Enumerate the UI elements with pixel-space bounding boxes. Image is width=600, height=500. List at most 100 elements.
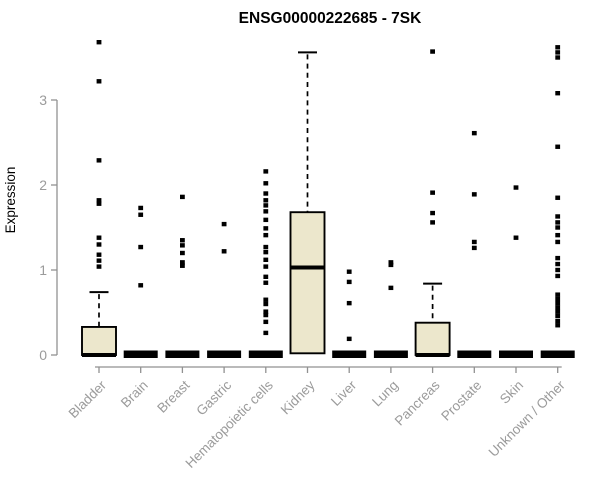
boxplot-skin-box <box>499 350 533 358</box>
boxplot-hematopoietic-cells-outlier-point <box>263 264 269 269</box>
boxplot-brain-outlier-point <box>138 244 144 250</box>
boxplot-unknown-other-outlier-point <box>555 273 561 279</box>
boxplot-unknown-other-outlier-point <box>555 144 561 149</box>
boxplot-hematopoietic-cells-outlier-point <box>263 217 269 223</box>
boxplot-unknown-other-outlier-point <box>555 267 561 273</box>
boxplot-prostate-outlier-point <box>471 192 477 197</box>
boxplot-breast-outlier-point <box>180 243 185 248</box>
category-label-lung: Lung <box>369 378 401 410</box>
boxplot-skin-outlier-point <box>513 185 519 190</box>
boxplot-hematopoietic-cells-outlier-point <box>263 198 269 203</box>
boxplot-bladder-outlier-point <box>96 201 102 206</box>
category-label-skin: Skin <box>497 378 526 407</box>
boxplot-unknown-other-outlier-point <box>555 220 561 225</box>
y-tick-label: 3 <box>39 92 47 108</box>
boxplot-hematopoietic-cells-outlier-point <box>263 209 269 214</box>
boxplot-pancreas-outlier-point <box>430 49 435 54</box>
boxplot-hematopoietic-cells-box <box>248 350 283 358</box>
boxplot-gastric-outlier-point <box>221 249 227 254</box>
boxplot-breast-outlier-point <box>180 260 185 265</box>
boxplot-unknown-other-outlier-point <box>555 91 561 96</box>
boxplot-unknown-other-outlier-point <box>555 225 561 230</box>
y-tick-label: 0 <box>39 347 47 363</box>
boxplot-unknown-other-outlier-point <box>555 232 561 238</box>
boxplot-bladder-outlier-point <box>96 242 102 247</box>
boxplot-unknown-other-outlier-point <box>555 305 561 310</box>
category-label-liver: Liver <box>328 377 360 409</box>
category-label-breast: Breast <box>154 377 192 415</box>
boxplot-unknown-other-outlier-point <box>555 55 561 60</box>
boxplot-hematopoietic-cells-outlier-point <box>263 244 269 250</box>
boxplot-unknown-other-outlier-point <box>555 313 561 319</box>
y-tick-label: 2 <box>39 177 47 193</box>
boxplot-gastric-box <box>207 350 242 358</box>
category-label-prostate: Prostate <box>438 378 484 424</box>
boxplot-breast-outlier-point <box>180 263 185 268</box>
boxplot-hematopoietic-cells-outlier-point <box>263 249 269 255</box>
boxplot-kidney-box <box>289 211 326 355</box>
boxplot-prostate-outlier-point <box>471 239 477 245</box>
boxplot-bladder-outlier-point <box>96 264 102 269</box>
boxplot-unknown-other-outlier-point <box>555 45 561 50</box>
boxplot-unknown-other-outlier-point <box>555 323 561 328</box>
boxplot-pancreas-outlier-point <box>430 190 435 195</box>
category-label-bladder: Bladder <box>66 377 110 421</box>
boxplot-unknown-other-outlier-point <box>555 296 561 302</box>
boxplot-breast-outlier-point <box>180 238 185 243</box>
boxplot-brain-box <box>123 350 158 358</box>
boxplot-liver-outlier-point <box>346 336 352 342</box>
boxplot-hematopoietic-cells-outlier-point <box>263 191 269 196</box>
boxplot-lung-outlier-point <box>388 260 394 265</box>
boxplot-bladder-outlier-point <box>96 40 102 45</box>
boxplot-hematopoietic-cells-outlier-point <box>263 319 269 325</box>
boxplot-hematopoietic-cells-outlier-point <box>263 181 269 186</box>
boxplot-bladder-outlier-point <box>96 198 102 203</box>
boxplot-bladder-outlier-point <box>96 158 102 163</box>
boxplot-brain-outlier-point <box>138 212 144 217</box>
boxplot-prostate-box <box>457 350 492 358</box>
category-label-kidney: Kidney <box>278 377 318 417</box>
boxplot-bladder-outlier-point <box>96 252 102 257</box>
boxplot-lung-box <box>373 350 408 358</box>
boxplot-liver-outlier-point <box>346 300 352 306</box>
boxplot-lung-outlier-point <box>388 285 394 291</box>
boxplot-unknown-other-outlier-point <box>555 255 561 261</box>
boxplot-bladder-outlier-point <box>96 235 102 240</box>
boxplot-breast-box <box>165 350 200 358</box>
boxplot-unknown-other-outlier-point <box>555 292 561 297</box>
category-label-brain: Brain <box>118 378 151 411</box>
boxplot-unknown-other-outlier-point <box>555 261 561 267</box>
boxplot-unknown-other-outlier-point <box>555 195 561 200</box>
boxplot-pancreas-outlier-point <box>430 220 435 225</box>
boxplot-liver-outlier-point <box>346 279 352 285</box>
boxplot-hematopoietic-cells-outlier-point <box>263 257 269 262</box>
boxplot-gastric-outlier-point <box>221 221 227 227</box>
boxplot-hematopoietic-cells-outlier-point <box>263 301 269 307</box>
boxplot-brain-outlier-point <box>138 205 144 211</box>
boxplot-hematopoietic-cells-outlier-point <box>263 297 269 302</box>
boxplot-liver-outlier-point <box>346 269 352 274</box>
category-label-gastric: Gastric <box>193 377 234 418</box>
boxplot-unknown-other-box <box>540 350 575 358</box>
boxplot-pancreas-outlier-point <box>430 210 435 216</box>
chart-title: ENSG00000222685 - 7SK <box>239 10 422 27</box>
y-axis-title: Expression <box>3 167 18 234</box>
boxplot-hematopoietic-cells-outlier-point <box>263 203 269 208</box>
boxplot-unknown-other-outlier-point <box>555 50 561 55</box>
category-label-unknown-other: Unknown / Other <box>486 377 569 460</box>
boxplot-hematopoietic-cells-outlier-point <box>263 280 269 285</box>
boxplot-prostate-outlier-point <box>471 130 477 136</box>
boxplot-hematopoietic-cells-outlier-point <box>263 169 269 174</box>
boxplot-pancreas-box <box>414 321 451 356</box>
boxplot-unknown-other-outlier-point <box>555 309 561 314</box>
boxplot-lung-outlier-point <box>388 262 394 268</box>
boxplot-unknown-other-outlier-point <box>555 300 561 306</box>
boxplot-bladder-outlier-point <box>96 79 102 84</box>
boxplot-brain-outlier-point <box>138 283 144 288</box>
boxplot-hematopoietic-cells-outlier-point <box>263 330 269 336</box>
boxplot-hematopoietic-cells-outlier-point <box>263 312 269 318</box>
boxplot-skin-outlier-point <box>513 235 519 240</box>
